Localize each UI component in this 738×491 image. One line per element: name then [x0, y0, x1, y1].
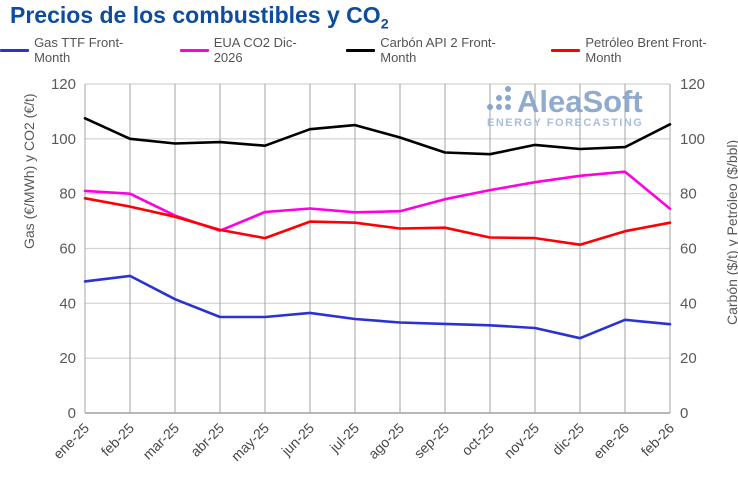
chart-title-text: Precios de los combustibles y CO [10, 2, 381, 28]
y-axis-tick-label-right: 20 [680, 350, 697, 367]
y-axis-tick-label-right: 80 [680, 186, 697, 203]
x-axis-tick-label: jun-25 [278, 420, 318, 460]
y-axis-tick-label-right: 40 [680, 295, 697, 312]
y-axis-title-left: Gas (€/MWh) y CO2 (€/t) [21, 93, 37, 249]
legend-item-petroleo-brent: Petróleo Brent Front-Month [551, 35, 738, 65]
y-axis-tick-label-right: 60 [680, 241, 697, 258]
legend-line-swatch [346, 48, 376, 52]
legend-label: Petróleo Brent Front-Month [585, 35, 707, 65]
legend-line-swatch [551, 48, 581, 52]
legend-line-swatch [0, 48, 30, 52]
x-axis-tick-label: ene-25 [50, 420, 92, 462]
y-axis-tick-label-right: 120 [680, 76, 705, 93]
x-axis-tick-label: may-25 [228, 420, 272, 464]
y-axis-tick-label-left: 100 [51, 131, 76, 148]
legend-line-swatch [179, 48, 209, 52]
chart-title: Precios de los combustibles y CO2 [10, 2, 389, 33]
y-axis-tick-label-left: 0 [68, 405, 76, 422]
series-line-petr-leo-brent-front-month [83, 197, 672, 246]
y-axis-tick-label-left: 40 [59, 295, 76, 312]
series-line-gas-ttf-front-month [83, 274, 672, 340]
x-axis-tick-label: mar-25 [139, 420, 182, 463]
x-axis-tick-label: jul-25 [326, 420, 362, 456]
x-axis-tick-label: ene-26 [590, 420, 632, 462]
y-axis-tick-label-left: 120 [51, 76, 76, 93]
y-axis-tick-label-left: 20 [59, 350, 76, 367]
x-axis-tick-label: abr-25 [187, 420, 227, 460]
legend-item-eua-co2: EUA CO2 Dic-2026 [179, 35, 323, 65]
x-axis-tick-label: oct-25 [458, 420, 497, 459]
legend-label: Gas TTF Front-Month [34, 35, 124, 65]
series-line-eua-co2-dic-2026 [83, 170, 672, 232]
legend: Gas TTF Front-Month EUA CO2 Dic-2026 Car… [0, 35, 738, 65]
y-axis-tick-label-right: 100 [680, 131, 705, 148]
x-axis-tick-label: feb-26 [638, 420, 678, 460]
chart-title-subscript: 2 [380, 16, 389, 33]
x-axis-tick-label: ago-25 [365, 420, 407, 462]
y-axis-tick-label-left: 80 [59, 186, 76, 203]
legend-label: Carbón API 2 Front-Month [380, 35, 496, 65]
y-axis-title-right: Carbón ($/t) y Petróleo ($/bbl) [724, 139, 738, 325]
x-axis-tick-label: sep-25 [411, 420, 453, 462]
x-axis-tick-label: nov-25 [501, 420, 543, 462]
legend-item-gas-ttf: Gas TTF Front-Month [0, 35, 156, 65]
y-axis-tick-label-left: 60 [59, 241, 76, 258]
x-axis-tick-label: dic-25 [549, 420, 587, 458]
y-axis-tick-label-right: 0 [680, 405, 688, 422]
x-axis-tick-label: feb-25 [98, 420, 138, 460]
legend-label: EUA CO2 Dic-2026 [213, 35, 297, 65]
legend-item-carbon-api2: Carbón API 2 Front-Month [346, 35, 527, 65]
series-line-carb-n-api-2-front-month [83, 116, 672, 156]
